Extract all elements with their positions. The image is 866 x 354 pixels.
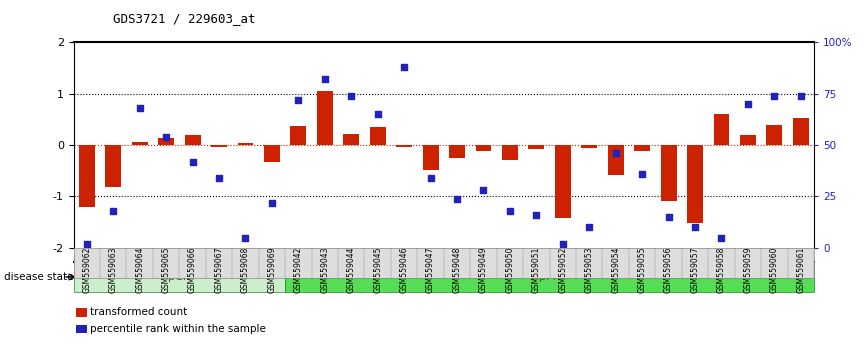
Bar <box>634 145 650 151</box>
Point <box>107 208 120 214</box>
Point <box>292 97 306 103</box>
Text: transformed count: transformed count <box>90 307 187 317</box>
Bar <box>370 127 385 145</box>
Text: percentile rank within the sample: percentile rank within the sample <box>90 324 266 334</box>
Point <box>185 159 199 164</box>
Bar <box>793 119 809 145</box>
Text: disease state: disease state <box>4 272 74 282</box>
Point <box>714 235 728 240</box>
Point <box>318 76 332 82</box>
Point <box>265 200 279 205</box>
Bar <box>581 145 598 148</box>
Bar <box>211 145 227 147</box>
Bar <box>343 134 359 145</box>
Point <box>582 224 596 230</box>
Bar <box>317 91 333 145</box>
Bar <box>528 145 545 149</box>
Point <box>132 105 146 111</box>
Point <box>476 188 490 193</box>
Bar <box>661 145 676 201</box>
Bar <box>740 135 756 145</box>
Point <box>688 224 702 230</box>
Point <box>80 241 94 246</box>
Text: pCR: pCR <box>168 272 191 282</box>
Point <box>529 212 543 218</box>
Point <box>345 93 359 99</box>
Point <box>159 134 173 140</box>
Bar <box>237 143 254 145</box>
Text: pPR: pPR <box>539 272 560 282</box>
Point <box>371 112 385 117</box>
Point <box>503 208 517 214</box>
Point <box>767 93 781 99</box>
Bar <box>74 262 285 292</box>
Bar <box>79 145 94 207</box>
Point <box>450 196 464 201</box>
Point <box>397 64 411 70</box>
Point <box>238 235 252 240</box>
Bar <box>449 145 465 158</box>
Bar <box>714 114 729 145</box>
Point <box>212 175 226 181</box>
Bar <box>158 138 174 145</box>
Bar <box>475 145 491 151</box>
Bar <box>766 125 782 145</box>
Point <box>636 171 650 177</box>
Point <box>423 175 437 181</box>
Point <box>609 150 623 156</box>
Point <box>662 214 675 220</box>
Bar <box>132 142 147 145</box>
Bar <box>290 126 307 145</box>
Bar <box>285 262 814 292</box>
Bar <box>106 145 121 187</box>
Bar <box>397 145 412 147</box>
Point <box>556 241 570 246</box>
Point <box>741 101 755 107</box>
Bar <box>555 145 571 218</box>
Bar <box>423 145 438 170</box>
Point <box>794 93 808 99</box>
Bar <box>184 135 201 145</box>
Bar <box>608 145 624 175</box>
Text: GDS3721 / 229603_at: GDS3721 / 229603_at <box>113 12 255 25</box>
Bar <box>502 145 518 160</box>
Bar <box>264 145 280 161</box>
Bar <box>687 145 703 223</box>
